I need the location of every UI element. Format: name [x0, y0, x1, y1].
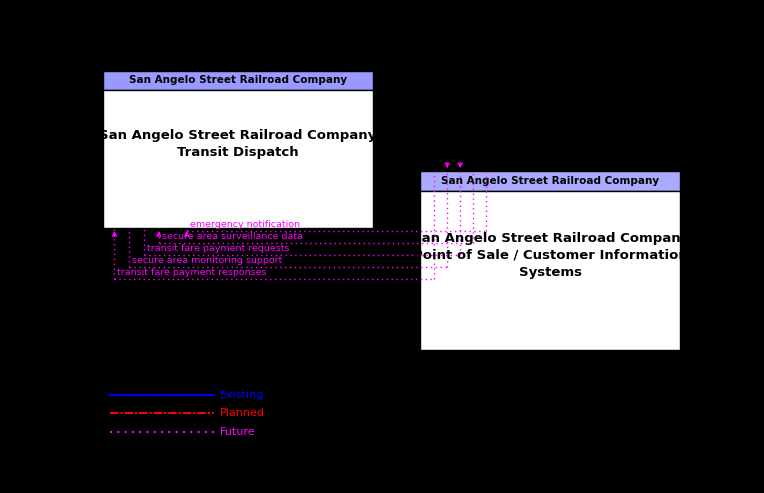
Text: emergency notification: emergency notification [189, 220, 299, 229]
Bar [420, 171, 681, 191]
Text: San Angelo Street Railroad Company: San Angelo Street Railroad Company [129, 75, 347, 85]
Bar [103, 90, 373, 228]
Text: secure area monitoring support: secure area monitoring support [132, 256, 283, 265]
Text: San Angelo Street Railroad Company
Transit Dispatch: San Angelo Street Railroad Company Trans… [99, 129, 377, 159]
Text: transit fare payment responses: transit fare payment responses [118, 268, 267, 278]
Text: secure area surveillance data: secure area surveillance data [162, 232, 303, 241]
Text: Future: Future [220, 426, 255, 437]
Text: transit fare payment requests: transit fare payment requests [147, 244, 290, 253]
Bar [420, 191, 681, 350]
Text: San Angelo Street Railroad Company: San Angelo Street Railroad Company [441, 176, 659, 186]
Bar [103, 70, 373, 90]
Text: San Angelo Street Railroad Company
Point of Sale / Customer Information
Systems: San Angelo Street Railroad Company Point… [412, 232, 689, 279]
Text: Planned: Planned [220, 408, 265, 419]
Text: Existing: Existing [220, 390, 264, 400]
